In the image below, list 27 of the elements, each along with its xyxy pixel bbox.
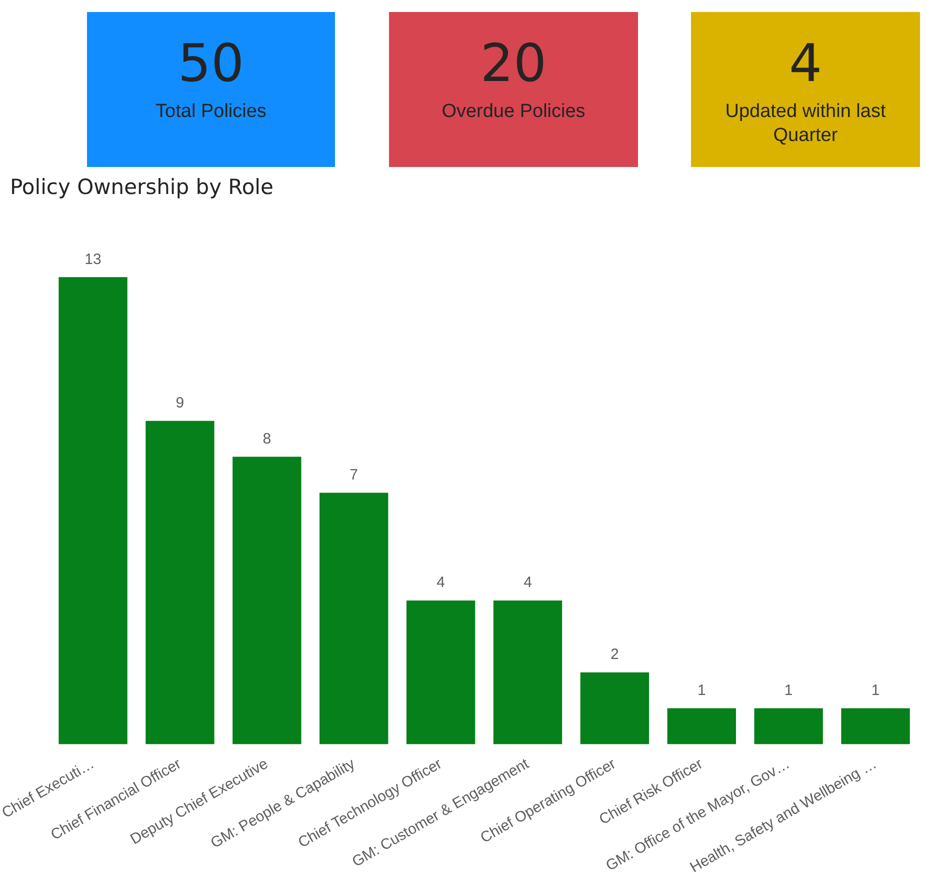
bar: [406, 600, 476, 744]
data-label: 4: [436, 574, 445, 592]
data-label: 2: [610, 646, 619, 664]
data-label: 9: [176, 394, 184, 412]
data-label: 4: [524, 574, 532, 592]
bar: [58, 277, 128, 744]
bar: [146, 420, 214, 744]
data-label: 1: [784, 682, 793, 699]
bar: [232, 456, 302, 744]
data-label: 4: [788, 34, 822, 94]
data-label: 20: [480, 34, 547, 94]
data-label: 8: [262, 430, 272, 448]
category-label: Total Policies: [154, 100, 268, 124]
bar: [667, 708, 736, 744]
category-label: Overdue Policies: [440, 100, 586, 124]
data-label: 13: [84, 250, 102, 268]
bar: [493, 600, 562, 744]
category-label: Updated within last Quarter: [724, 100, 887, 148]
bar: [580, 672, 650, 744]
bar: [754, 708, 823, 744]
data-label: 1: [871, 682, 880, 699]
chart-title: Policy Ownership by Role: [10, 175, 274, 200]
data-label: 1: [697, 682, 706, 699]
bar: [320, 492, 388, 744]
data-label: 7: [350, 466, 358, 484]
bar: [841, 708, 910, 744]
data-label: 50: [178, 34, 244, 94]
